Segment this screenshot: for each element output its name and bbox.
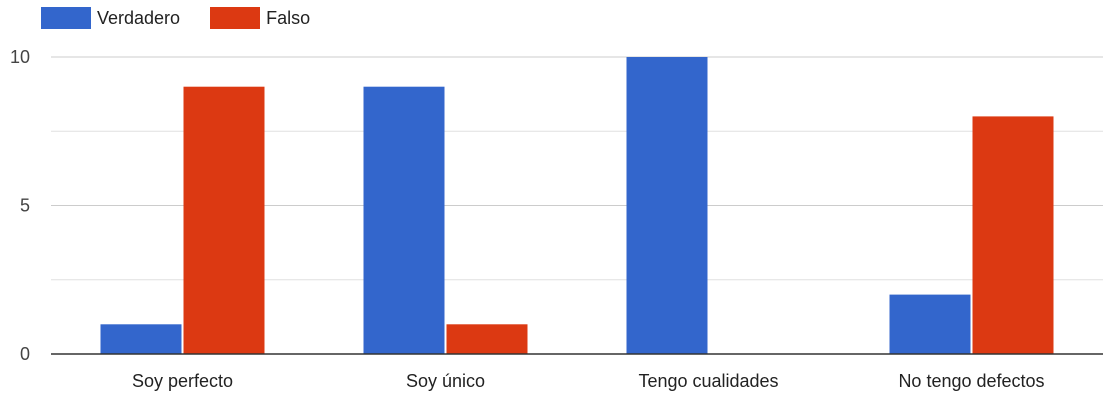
legend-swatch-verdadero: [41, 7, 91, 29]
legend-item-falso[interactable]: Falso: [210, 7, 310, 29]
y-tick-label: 0: [20, 344, 30, 364]
bar-falso-2: [446, 324, 528, 354]
legend: Verdadero Falso: [41, 7, 340, 29]
bar-verdadero-4: [889, 294, 971, 354]
x-tick-label: Soy único: [406, 371, 485, 391]
legend-label-falso: Falso: [266, 7, 311, 28]
legend-swatch-falso: [210, 7, 261, 29]
bar-verdadero-3: [626, 57, 708, 354]
x-tick-label: Soy perfecto: [132, 371, 233, 391]
bar-falso-4: [972, 116, 1054, 355]
bar-verdadero-1: [100, 324, 182, 354]
legend-label-verdadero: Verdadero: [97, 7, 181, 28]
bar-verdadero-2: [363, 86, 445, 354]
y-tick-label: 5: [20, 196, 30, 216]
legend-item-verdadero[interactable]: Verdadero: [41, 7, 180, 29]
x-tick-label: Tengo cualidades: [638, 371, 778, 391]
bar-falso-1: [183, 86, 265, 354]
y-tick-label: 10: [10, 47, 30, 67]
x-tick-label: No tengo defectos: [898, 371, 1044, 391]
